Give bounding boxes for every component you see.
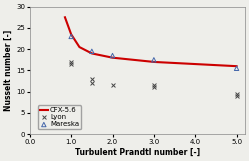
Mareska — [90, 50, 94, 53]
Lyon — [235, 95, 239, 97]
Mareska — [69, 35, 73, 38]
Lyon — [69, 61, 73, 63]
Mareska — [111, 54, 115, 57]
Lyon — [90, 82, 94, 85]
Line: CFX-5.6: CFX-5.6 — [65, 17, 237, 66]
CFX-5.6 — [152, 61, 155, 63]
Y-axis label: Nusselt number [-]: Nusselt number [-] — [4, 30, 13, 111]
Lyon — [90, 78, 94, 80]
Lyon — [152, 86, 156, 89]
Lyon — [152, 84, 156, 87]
CFX-5.6 — [111, 57, 114, 59]
Legend: CFX-5.6, Lyon, Mareska: CFX-5.6, Lyon, Mareska — [38, 105, 81, 129]
X-axis label: Turbulent Prandtl number [-]: Turbulent Prandtl number [-] — [75, 148, 200, 157]
Lyon — [69, 63, 73, 65]
Lyon — [235, 93, 239, 95]
CFX-5.6 — [78, 46, 81, 48]
CFX-5.6 — [90, 52, 93, 54]
CFX-5.6 — [70, 33, 73, 35]
Lyon — [111, 84, 115, 87]
CFX-5.6 — [63, 16, 66, 18]
Mareska — [152, 58, 156, 61]
Mareska — [235, 67, 239, 70]
CFX-5.6 — [235, 65, 238, 67]
